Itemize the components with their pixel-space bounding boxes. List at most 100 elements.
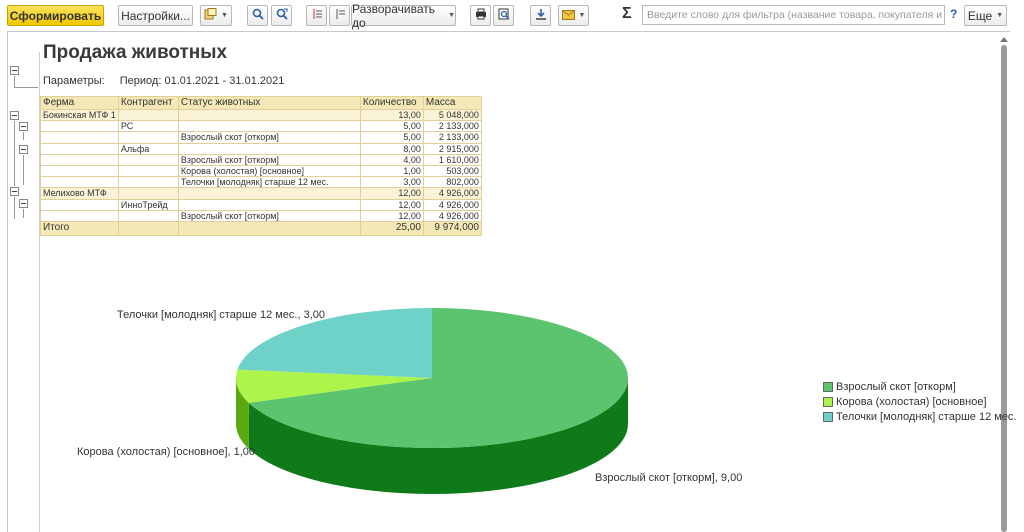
table-cell-status[interactable]: Взрослый скот [откорм] <box>177 153 361 166</box>
expand-groups-button[interactable] <box>329 5 350 26</box>
table-cell-contractor[interactable]: ИнноТрейд <box>117 198 179 211</box>
table-cell-qty[interactable]: 5,00 <box>359 131 424 144</box>
table-cell-status[interactable]: Взрослый скот [откорм] <box>177 209 361 222</box>
table-cell-contractor[interactable]: Альфа <box>117 142 179 155</box>
more-button[interactable]: Еще ▼ <box>964 5 1007 26</box>
group-toggle-contractor-rs[interactable] <box>19 122 28 131</box>
table-cell-farm[interactable] <box>40 198 119 211</box>
group-toggle-contractor-alfa[interactable] <box>19 145 28 154</box>
table-cell-status[interactable]: Корова (холостая) [основное] <box>177 164 361 178</box>
help-button[interactable]: ? <box>950 7 958 21</box>
find-next-button[interactable] <box>271 5 292 26</box>
table-cell-farm[interactable] <box>40 153 119 166</box>
print-button[interactable] <box>470 5 491 26</box>
table-cell-mass[interactable]: 2 133,000 <box>422 120 482 133</box>
column-header-contractor[interactable]: Контрагент <box>117 96 179 110</box>
group-toggle-contractor-innotrade[interactable] <box>19 199 28 208</box>
table-row[interactable]: Альфа 8,00 2 915,000 <box>40 142 482 155</box>
table-cell-farm[interactable] <box>40 131 119 144</box>
sum-icon[interactable]: Σ <box>622 5 632 22</box>
table-cell-contractor[interactable] <box>117 164 179 178</box>
collapse-groups-button[interactable] <box>306 5 327 26</box>
table-cell-mass[interactable]: 5 048,000 <box>422 108 482 122</box>
table-cell-qty[interactable]: 8,00 <box>359 142 424 155</box>
table-total-row[interactable]: Итого 25,00 9 974,000 <box>40 220 482 236</box>
table-cell-mass[interactable]: 2 133,000 <box>422 131 482 144</box>
report-toolbar: Сформировать Настройки... ▼ Разворачиват… <box>0 0 1024 31</box>
table-row[interactable]: РС 5,00 2 133,000 <box>40 120 482 133</box>
settings-button[interactable]: Настройки... <box>118 5 193 26</box>
table-cell-farm[interactable] <box>40 209 119 222</box>
table-cell-status[interactable]: Взрослый скот [откорм] <box>177 131 361 144</box>
table-total-cell[interactable] <box>117 220 179 236</box>
expand-to-dropdown[interactable]: Разворачивать до ▼ <box>351 2 456 30</box>
column-header-status[interactable]: Статус животных <box>177 96 361 110</box>
table-cell-qty[interactable]: 4,00 <box>359 153 424 166</box>
table-cell-status[interactable] <box>177 198 361 211</box>
table-cell-qty[interactable]: 5,00 <box>359 120 424 133</box>
table-cell-farm[interactable] <box>40 120 119 133</box>
table-row[interactable]: ИнноТрейд 12,00 4 926,000 <box>40 198 482 211</box>
table-cell-status[interactable] <box>177 120 361 133</box>
find-button[interactable] <box>247 5 268 26</box>
group-toggle-farm-1[interactable] <box>10 111 19 120</box>
variants-button[interactable]: ▼ <box>200 5 232 26</box>
table-cell-mass[interactable]: 4 926,000 <box>422 187 482 200</box>
table-cell-farm[interactable]: Мелихово МТФ <box>40 187 119 200</box>
table-cell-farm[interactable] <box>40 176 119 189</box>
group-toggle-params[interactable] <box>10 66 19 75</box>
table-cell-status[interactable]: Телочки [молодняк] старше 12 мес. <box>177 176 361 189</box>
table-cell-farm[interactable] <box>40 164 119 178</box>
table-cell-contractor[interactable] <box>117 131 179 144</box>
table-cell-contractor[interactable] <box>117 108 179 122</box>
table-cell-mass[interactable]: 2 915,000 <box>422 142 482 155</box>
generate-button[interactable]: Сформировать <box>7 5 104 26</box>
table-row[interactable]: Взрослый скот [откорм] 12,00 4 926,000 <box>40 209 482 222</box>
vertical-scrollbar[interactable] <box>1000 37 1010 532</box>
table-cell-mass[interactable]: 1 610,000 <box>422 153 482 166</box>
table-total-cell[interactable]: 25,00 <box>359 220 424 236</box>
table-cell-qty[interactable]: 3,00 <box>359 176 424 189</box>
table-cell-qty[interactable]: 12,00 <box>359 209 424 222</box>
column-header-farm[interactable]: Ферма <box>40 96 119 110</box>
column-header-mass[interactable]: Масса <box>422 96 482 110</box>
table-row[interactable]: Взрослый скот [откорм] 5,00 2 133,000 <box>40 131 482 144</box>
table-cell-mass[interactable]: 4 926,000 <box>422 198 482 211</box>
table-cell-mass[interactable]: 503,000 <box>422 164 482 178</box>
send-button[interactable]: ▼ <box>558 5 589 26</box>
table-cell-status[interactable] <box>177 187 361 200</box>
table-cell-qty[interactable]: 1,00 <box>359 164 424 178</box>
table-row[interactable]: Взрослый скот [откорм] 4,00 1 610,000 <box>40 153 482 166</box>
table-cell-mass[interactable]: 802,000 <box>422 176 482 189</box>
table-row[interactable]: Телочки [молодняк] старше 12 мес. 3,00 802… <box>40 176 482 189</box>
table-cell-farm[interactable] <box>40 142 119 155</box>
table-cell-status[interactable] <box>177 108 361 122</box>
scrollbar-thumb[interactable] <box>1001 45 1007 532</box>
tree-line <box>14 197 15 219</box>
table-total-cell[interactable]: Итого <box>40 220 119 236</box>
chart-legend: Взрослый скот [откорм] Корова (холостая)… <box>823 379 1016 424</box>
save-button[interactable] <box>530 5 551 26</box>
table-cell-farm[interactable]: Бокинская МТФ 1 <box>40 108 119 122</box>
table-cell-contractor[interactable] <box>117 209 179 222</box>
table-cell-contractor[interactable]: РС <box>117 120 179 133</box>
table-row[interactable]: Корова (холостая) [основное] 1,00 503,000 <box>40 164 482 178</box>
scroll-up-icon[interactable] <box>1000 37 1008 42</box>
group-toggle-farm-2[interactable] <box>10 187 19 196</box>
column-header-quantity[interactable]: Количество <box>359 96 424 110</box>
report-document[interactable] <box>7 31 1010 532</box>
table-cell-status[interactable] <box>177 142 361 155</box>
table-cell-qty[interactable]: 12,00 <box>359 187 424 200</box>
table-cell-qty[interactable]: 12,00 <box>359 198 424 211</box>
preview-button[interactable] <box>493 5 514 26</box>
search-input[interactable]: Введите слово для фильтра (название това… <box>642 5 945 25</box>
table-cell-contractor[interactable] <box>117 153 179 166</box>
table-cell-mass[interactable]: 4 926,000 <box>422 209 482 222</box>
table-cell-contractor[interactable] <box>117 187 179 200</box>
table-row[interactable]: Мелихово МТФ 12,00 4 926,000 <box>40 187 482 200</box>
table-cell-contractor[interactable] <box>117 176 179 189</box>
table-total-cell[interactable]: 9 974,000 <box>422 220 482 236</box>
table-row[interactable]: Бокинская МТФ 1 13,00 5 048,000 <box>40 108 482 122</box>
table-cell-qty[interactable]: 13,00 <box>359 108 424 122</box>
table-total-cell[interactable] <box>177 220 361 236</box>
